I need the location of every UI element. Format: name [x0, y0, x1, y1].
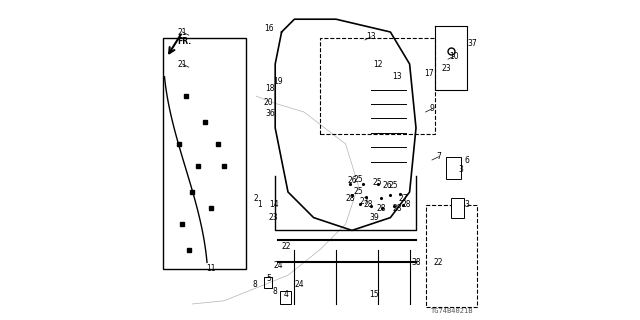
Text: 18: 18 [266, 84, 275, 92]
Text: 3: 3 [465, 200, 470, 209]
Text: 12: 12 [373, 60, 382, 68]
Text: 24: 24 [294, 280, 304, 289]
Text: 27: 27 [360, 197, 370, 206]
Text: FR.: FR. [178, 37, 192, 46]
Text: 36: 36 [266, 109, 275, 118]
Text: 25: 25 [353, 175, 364, 184]
Text: 28: 28 [346, 194, 355, 203]
Text: 13: 13 [392, 72, 402, 81]
Text: 38: 38 [411, 258, 421, 267]
Text: 8: 8 [272, 287, 277, 296]
Text: 13: 13 [366, 32, 376, 41]
Text: 37: 37 [467, 39, 477, 48]
Text: 3: 3 [458, 165, 463, 174]
Text: 26: 26 [347, 176, 357, 185]
Text: 25: 25 [353, 188, 364, 196]
Text: 6: 6 [465, 156, 470, 164]
FancyBboxPatch shape [163, 38, 246, 269]
Text: 8: 8 [252, 280, 257, 289]
FancyBboxPatch shape [280, 291, 291, 304]
Text: 19: 19 [273, 77, 284, 86]
Text: 2: 2 [253, 194, 259, 203]
Text: 14: 14 [269, 200, 278, 209]
Text: 11: 11 [207, 264, 216, 273]
Text: 28: 28 [402, 200, 411, 209]
Text: 9: 9 [429, 104, 435, 113]
Text: 26: 26 [382, 181, 392, 190]
Text: 16: 16 [264, 24, 274, 33]
Text: 27: 27 [398, 194, 408, 203]
Text: 23: 23 [269, 213, 278, 222]
Text: 7: 7 [436, 152, 441, 161]
FancyBboxPatch shape [447, 157, 461, 179]
Text: 28: 28 [392, 204, 401, 212]
Text: 1: 1 [257, 200, 262, 209]
Text: 22: 22 [434, 258, 443, 267]
Text: 25: 25 [372, 178, 383, 187]
Text: 39: 39 [369, 213, 380, 222]
Text: 5: 5 [266, 274, 271, 283]
Text: 15: 15 [369, 290, 380, 299]
Text: TG74B4021B: TG74B4021B [431, 308, 474, 314]
FancyBboxPatch shape [451, 198, 464, 218]
Text: 28: 28 [364, 200, 372, 209]
Text: 28: 28 [376, 204, 385, 212]
Text: 24: 24 [273, 261, 284, 270]
Text: 20: 20 [264, 98, 274, 107]
FancyBboxPatch shape [264, 277, 272, 288]
Text: 23: 23 [442, 64, 451, 73]
Text: 4: 4 [284, 290, 289, 299]
FancyBboxPatch shape [426, 205, 477, 307]
Text: 10: 10 [449, 52, 460, 60]
Text: 22: 22 [282, 242, 291, 251]
Text: 21: 21 [178, 28, 187, 36]
Text: 21: 21 [178, 60, 187, 68]
Text: 25: 25 [388, 181, 399, 190]
FancyBboxPatch shape [320, 38, 435, 134]
Text: 17: 17 [424, 69, 434, 78]
